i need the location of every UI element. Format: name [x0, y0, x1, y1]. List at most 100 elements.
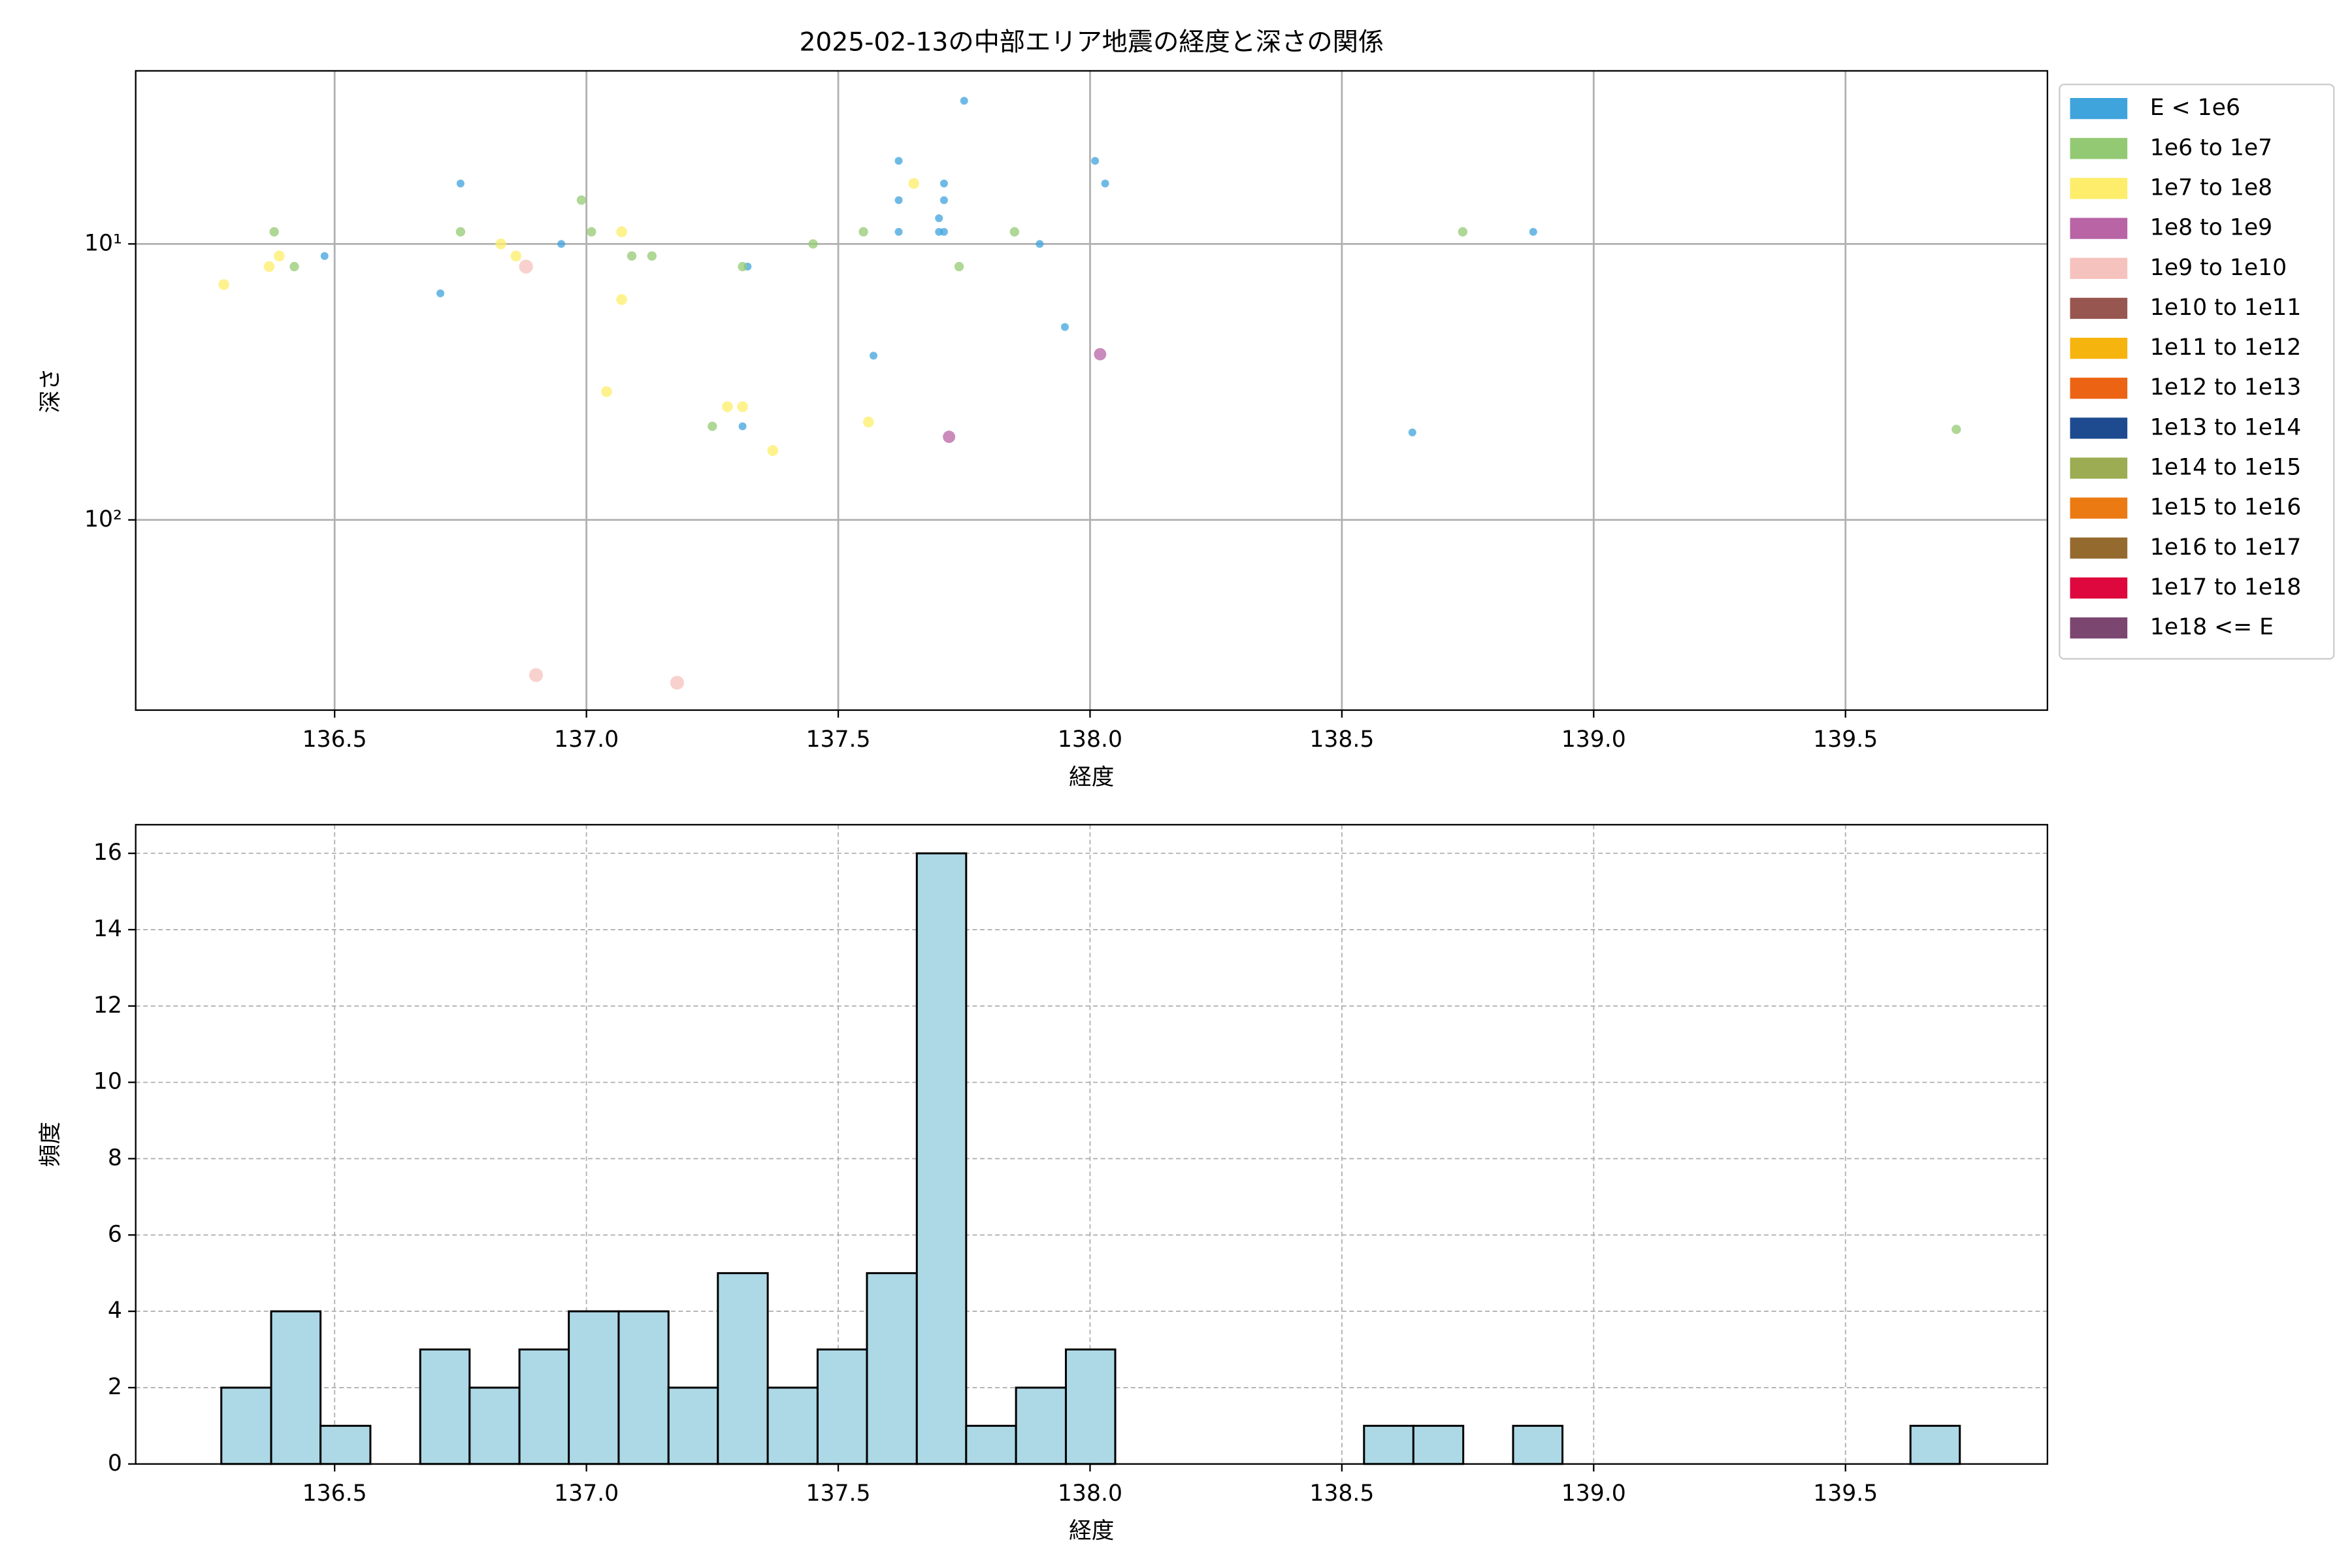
bar	[866, 1272, 918, 1465]
legend-label: 1e12 to 1e13	[2150, 374, 2301, 400]
point	[960, 97, 968, 105]
x-tick-label: 139.5	[1813, 1480, 1878, 1507]
point	[858, 227, 868, 237]
x-tick-label: 139.5	[1813, 727, 1878, 753]
legend-swatch	[2070, 537, 2128, 559]
legend-label: 1e7 to 1e8	[2150, 174, 2272, 201]
plot-frame	[135, 70, 2048, 711]
legend-swatch	[2070, 178, 2128, 199]
bar	[617, 1310, 670, 1465]
point	[894, 157, 903, 165]
x-tick-label: 137.0	[554, 1480, 619, 1507]
y-tick-label: 16	[93, 840, 122, 866]
legend-label: 1e16 to 1e17	[2150, 534, 2301, 561]
bar	[419, 1348, 471, 1465]
point	[1060, 323, 1069, 331]
point	[954, 261, 964, 272]
point	[519, 259, 533, 274]
legend-label: E < 1e6	[2150, 95, 2240, 121]
bar	[717, 1272, 769, 1465]
point	[557, 240, 566, 248]
x-axis-label: 経度	[1069, 764, 1114, 791]
legend-label: 1e15 to 1e16	[2150, 495, 2301, 521]
legend-swatch	[2070, 378, 2128, 399]
legend-label: 1e13 to 1e14	[2150, 414, 2301, 440]
x-tick-label: 137.5	[806, 1480, 870, 1507]
point	[616, 294, 627, 305]
point	[456, 179, 465, 188]
y-tick-label: 0	[108, 1450, 122, 1477]
x-tick-label: 138.5	[1309, 1480, 1374, 1507]
legend-swatch	[2070, 257, 2128, 279]
legend-label: 1e10 to 1e11	[2150, 295, 2301, 321]
legend-swatch	[2070, 337, 2128, 359]
legend-swatch	[2070, 98, 2128, 120]
y-tick-label: 6	[108, 1221, 122, 1247]
point	[708, 421, 717, 431]
legend-swatch	[2070, 497, 2128, 519]
legend-swatch	[2070, 577, 2128, 599]
point	[722, 401, 733, 412]
legend-label: 1e11 to 1e12	[2150, 335, 2301, 361]
bar	[915, 852, 968, 1465]
point	[1458, 227, 1468, 237]
point	[1091, 157, 1100, 165]
legend-swatch	[2070, 417, 2128, 439]
point	[1094, 348, 1107, 361]
point	[894, 227, 903, 236]
point	[1529, 227, 1537, 236]
legend-frame	[2059, 84, 2335, 660]
point	[529, 668, 544, 682]
point	[670, 676, 684, 690]
point	[269, 227, 279, 237]
legend-swatch	[2070, 138, 2128, 159]
x-tick-label: 136.5	[302, 727, 367, 753]
plot-frame	[135, 824, 2048, 1465]
point	[908, 178, 919, 189]
point	[455, 227, 466, 237]
bar	[568, 1310, 620, 1465]
y-tick-label: 10¹	[84, 230, 122, 256]
point	[510, 250, 521, 262]
point	[587, 227, 596, 237]
point	[289, 261, 299, 272]
point	[601, 386, 612, 397]
x-tick-label: 139.0	[1561, 727, 1626, 753]
legend-swatch	[2070, 218, 2128, 239]
legend-swatch	[2070, 297, 2128, 319]
bar	[1412, 1424, 1465, 1465]
legend-label: 1e18 <= E	[2150, 614, 2274, 640]
x-tick-label: 138.5	[1309, 727, 1374, 753]
point	[935, 214, 943, 223]
point	[737, 401, 748, 412]
y-tick-label: 10	[93, 1069, 122, 1095]
bar	[270, 1310, 322, 1465]
x-tick-label: 136.5	[302, 1480, 367, 1507]
bar	[1512, 1424, 1564, 1465]
point	[1101, 179, 1109, 188]
legend-swatch	[2070, 617, 2128, 639]
point	[647, 251, 657, 261]
x-tick-label: 137.5	[806, 727, 870, 753]
point	[939, 179, 948, 188]
point	[274, 250, 285, 262]
y-axis-label: 頻度	[37, 1122, 63, 1167]
bar	[220, 1386, 272, 1465]
point	[943, 431, 956, 444]
point	[320, 252, 329, 260]
point	[808, 239, 818, 249]
chart-title: 2025-02-13の中部エリア地震の経度と深さの関係	[799, 27, 1384, 57]
point	[627, 251, 637, 261]
bar	[1015, 1386, 1067, 1465]
legend-label: 1e9 to 1e10	[2150, 255, 2287, 281]
y-tick-label: 2	[108, 1374, 122, 1400]
bar	[816, 1348, 868, 1465]
point	[939, 227, 948, 236]
point	[738, 422, 747, 431]
point	[436, 289, 445, 297]
point	[495, 238, 506, 250]
point	[1952, 425, 1961, 434]
point	[1036, 240, 1044, 248]
y-tick-label: 4	[108, 1298, 122, 1324]
